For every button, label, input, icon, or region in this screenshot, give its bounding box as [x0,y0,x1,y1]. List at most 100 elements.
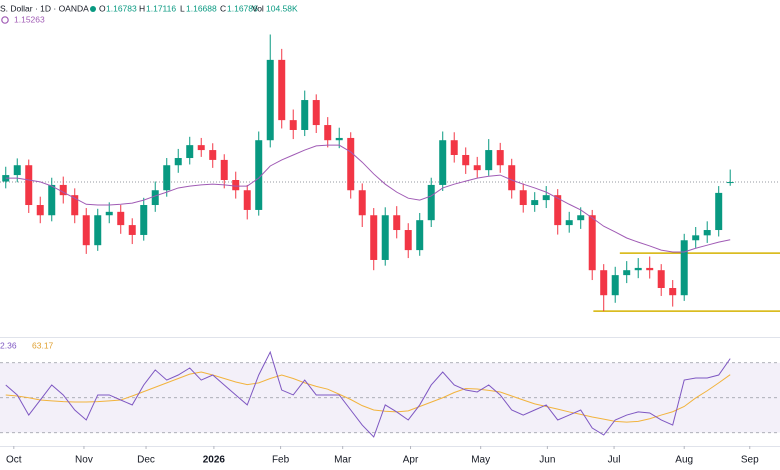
x-tick-label: 2026 [203,455,226,466]
candle-body [450,140,458,155]
candle-body [2,175,10,182]
x-tick-label: May [471,455,490,466]
candle-body [473,165,481,171]
candle-body [508,165,516,191]
candle-body [301,100,309,130]
candle-body [646,267,654,271]
candle-body [531,200,539,206]
moving-average-line [5,144,731,253]
candle-body [416,220,424,251]
candle-body [278,59,286,121]
candle-body [393,215,401,231]
candle-body [48,184,56,216]
candle-body [243,190,251,210]
candle-body [151,190,159,206]
high-value: 1.17116 [146,3,176,13]
candle-body [588,215,596,271]
candle-body [105,211,113,216]
symbol: S. Dollar · 1D · OANDA [0,3,89,13]
candle-body [59,184,67,196]
candle-body [577,215,585,221]
candle-body [565,220,573,226]
rsi-line [5,350,731,438]
candle-body [726,182,734,184]
x-tick-label: Jun [539,455,555,466]
x-tick-label: Jul [608,455,621,466]
candle-body [462,154,470,166]
high-label: H [139,3,145,13]
x-tick-label: Mar [334,455,352,466]
candle-body [381,215,389,260]
candle-body [25,165,33,206]
candle-body [312,100,320,126]
plot: Oct Nov Dec 2026 Feb Mar Apr May Jun Jul Aug Sep [0,34,780,466]
candle-body [496,150,504,166]
candle-body [128,225,136,235]
low-value: 1.16688 [186,3,217,13]
market-status-dot [90,6,96,12]
candle-body [404,230,412,251]
volume-label: Vol [252,3,264,13]
candle-body [680,240,688,296]
candle-body [82,215,90,246]
candle-body [715,192,723,231]
rsi-ma-value: 63.17 [32,340,54,350]
x-tick-label: Oct [6,455,22,466]
candle-body [174,158,182,166]
candle-body [358,190,366,216]
candle-body [669,288,677,296]
x-tick-label: Aug [675,455,693,466]
open-value: 1.16783 [106,3,137,13]
candle-body [657,270,665,289]
candle-body [71,195,79,216]
rsi-value: 2.36 [0,340,17,350]
candle-body [542,195,550,201]
candle-body [347,137,355,191]
candle-body [220,159,228,181]
candle-body [335,137,343,141]
candle-body [600,270,608,296]
legend-header: S. Dollar · 1D · OANDA O 1.16783 H 1.171… [0,3,298,350]
candle-body [289,120,297,130]
ma-icon [1,16,9,24]
candle-body [140,205,148,235]
candle-body [519,190,527,206]
candle-body [266,59,274,141]
candle-body [13,165,21,176]
candle-body [232,180,240,191]
candle-body [703,230,711,236]
candle-body [255,140,263,210]
candle-body [36,205,44,216]
close-value: 1.16786 [227,3,258,13]
x-tick-label: Sep [741,455,759,466]
x-tick-label: Apr [403,455,419,466]
candle-body [94,215,102,246]
candle-body [163,165,171,191]
low-label: L [180,3,185,13]
x-tick-label: Nov [75,455,93,466]
candle-body [692,235,700,241]
candle-body [370,215,378,260]
candle-body [117,211,125,226]
candle-body [611,275,619,296]
candle-body [439,140,447,185]
candle-body [324,125,332,141]
candle-body [485,150,493,171]
candle-body [209,150,217,160]
candle-body [427,184,435,221]
rsi-line [5,371,731,423]
candle-body [623,270,631,276]
x-tick-label: Dec [137,455,155,466]
candle-body [197,145,205,151]
candle-body [634,267,642,271]
open-label: O [99,3,106,13]
candle-body [186,145,194,159]
ma-value: 1.15263 [14,14,45,24]
volume-value: 104.58K [266,3,298,13]
candle-body [554,195,562,226]
x-tick-label: Feb [272,455,290,466]
